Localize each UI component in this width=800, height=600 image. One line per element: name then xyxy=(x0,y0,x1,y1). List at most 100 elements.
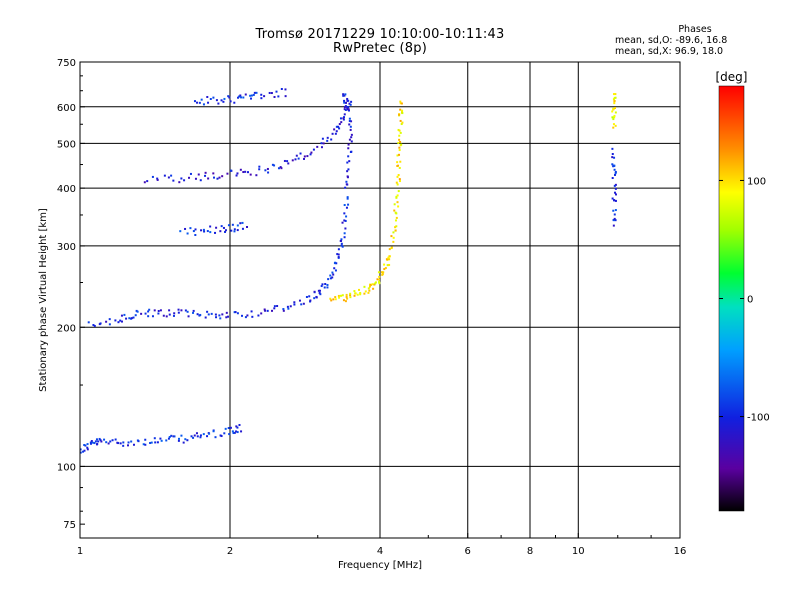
data-point xyxy=(230,169,233,172)
data-point xyxy=(206,230,209,233)
data-point xyxy=(291,159,294,162)
data-point xyxy=(343,106,346,109)
data-point xyxy=(343,212,346,215)
y-tick-label: 400 xyxy=(57,184,76,195)
data-point xyxy=(345,206,348,209)
data-point xyxy=(376,278,379,281)
data-point xyxy=(611,177,614,180)
data-point xyxy=(614,199,617,202)
data-point xyxy=(221,313,224,316)
x-axis-label: Frequency [MHz] xyxy=(338,560,422,571)
data-point xyxy=(614,93,617,96)
data-point xyxy=(335,262,338,265)
data-point xyxy=(293,303,296,306)
data-point xyxy=(359,293,362,296)
data-point xyxy=(153,437,156,440)
data-point xyxy=(342,94,345,97)
data-point xyxy=(100,440,103,443)
data-point xyxy=(273,164,276,167)
data-point xyxy=(241,314,244,317)
data-point xyxy=(224,427,227,430)
data-point xyxy=(249,94,252,97)
data-point xyxy=(393,203,396,206)
data-point xyxy=(86,446,89,449)
data-point xyxy=(349,103,352,106)
data-point xyxy=(189,172,192,175)
data-point xyxy=(320,285,323,288)
data-point xyxy=(347,147,350,150)
data-point xyxy=(127,441,130,444)
data-point xyxy=(350,133,353,136)
data-point xyxy=(396,201,399,204)
data-point xyxy=(346,196,349,199)
x-tick-label: 8 xyxy=(527,546,533,557)
data-point xyxy=(305,295,308,298)
data-point xyxy=(227,315,230,318)
data-point xyxy=(329,274,332,277)
data-point xyxy=(207,177,210,180)
data-point xyxy=(284,88,287,91)
data-point xyxy=(399,141,402,144)
data-point xyxy=(189,227,192,230)
y-tick-label: 300 xyxy=(57,242,76,253)
data-point xyxy=(613,156,616,159)
data-point xyxy=(338,296,341,299)
data-point xyxy=(392,231,395,234)
data-point xyxy=(614,183,617,186)
data-point xyxy=(345,215,348,218)
data-point xyxy=(339,117,342,120)
data-point xyxy=(204,316,207,319)
data-point xyxy=(99,322,102,325)
data-point xyxy=(346,297,349,300)
data-point xyxy=(206,310,209,313)
data-point xyxy=(344,219,347,222)
x-tick-label: 10 xyxy=(572,546,585,557)
data-point xyxy=(220,225,223,228)
data-point xyxy=(338,127,341,130)
data-point xyxy=(172,179,175,182)
data-point xyxy=(282,309,285,312)
data-point xyxy=(91,441,94,444)
data-point xyxy=(236,431,239,434)
data-point xyxy=(312,148,315,151)
data-point xyxy=(260,312,263,315)
data-point xyxy=(347,203,350,206)
data-point xyxy=(186,310,189,313)
data-point xyxy=(273,307,276,310)
data-point xyxy=(178,181,181,184)
data-point xyxy=(168,313,171,316)
x-tick-label: 16 xyxy=(674,546,687,557)
data-point xyxy=(337,256,340,259)
data-point xyxy=(342,118,345,121)
y-axis-ticks: 75 100 200 300 400 500 600 750 xyxy=(57,58,85,531)
data-point xyxy=(170,434,173,437)
data-point xyxy=(107,442,110,445)
data-point xyxy=(244,170,247,173)
data-point xyxy=(340,121,343,124)
data-point xyxy=(213,176,216,179)
data-point xyxy=(184,438,187,441)
data-point xyxy=(198,101,201,104)
data-point xyxy=(156,178,159,181)
data-point xyxy=(339,239,342,242)
data-point xyxy=(273,95,276,98)
data-point xyxy=(123,313,126,316)
data-point xyxy=(204,171,207,174)
data-point xyxy=(326,139,329,142)
data-point xyxy=(356,293,359,296)
data-point xyxy=(394,219,397,222)
data-point xyxy=(346,161,349,164)
data-point xyxy=(142,443,145,446)
data-point xyxy=(239,168,242,171)
data-point xyxy=(233,101,236,104)
data-point xyxy=(321,283,324,286)
data-point xyxy=(154,441,157,444)
data-point xyxy=(250,94,253,97)
data-point xyxy=(343,236,346,239)
data-point xyxy=(363,292,366,295)
data-point xyxy=(193,434,196,437)
data-point xyxy=(342,93,345,96)
data-point xyxy=(276,304,279,307)
data-point xyxy=(229,100,232,103)
data-point xyxy=(309,299,312,302)
